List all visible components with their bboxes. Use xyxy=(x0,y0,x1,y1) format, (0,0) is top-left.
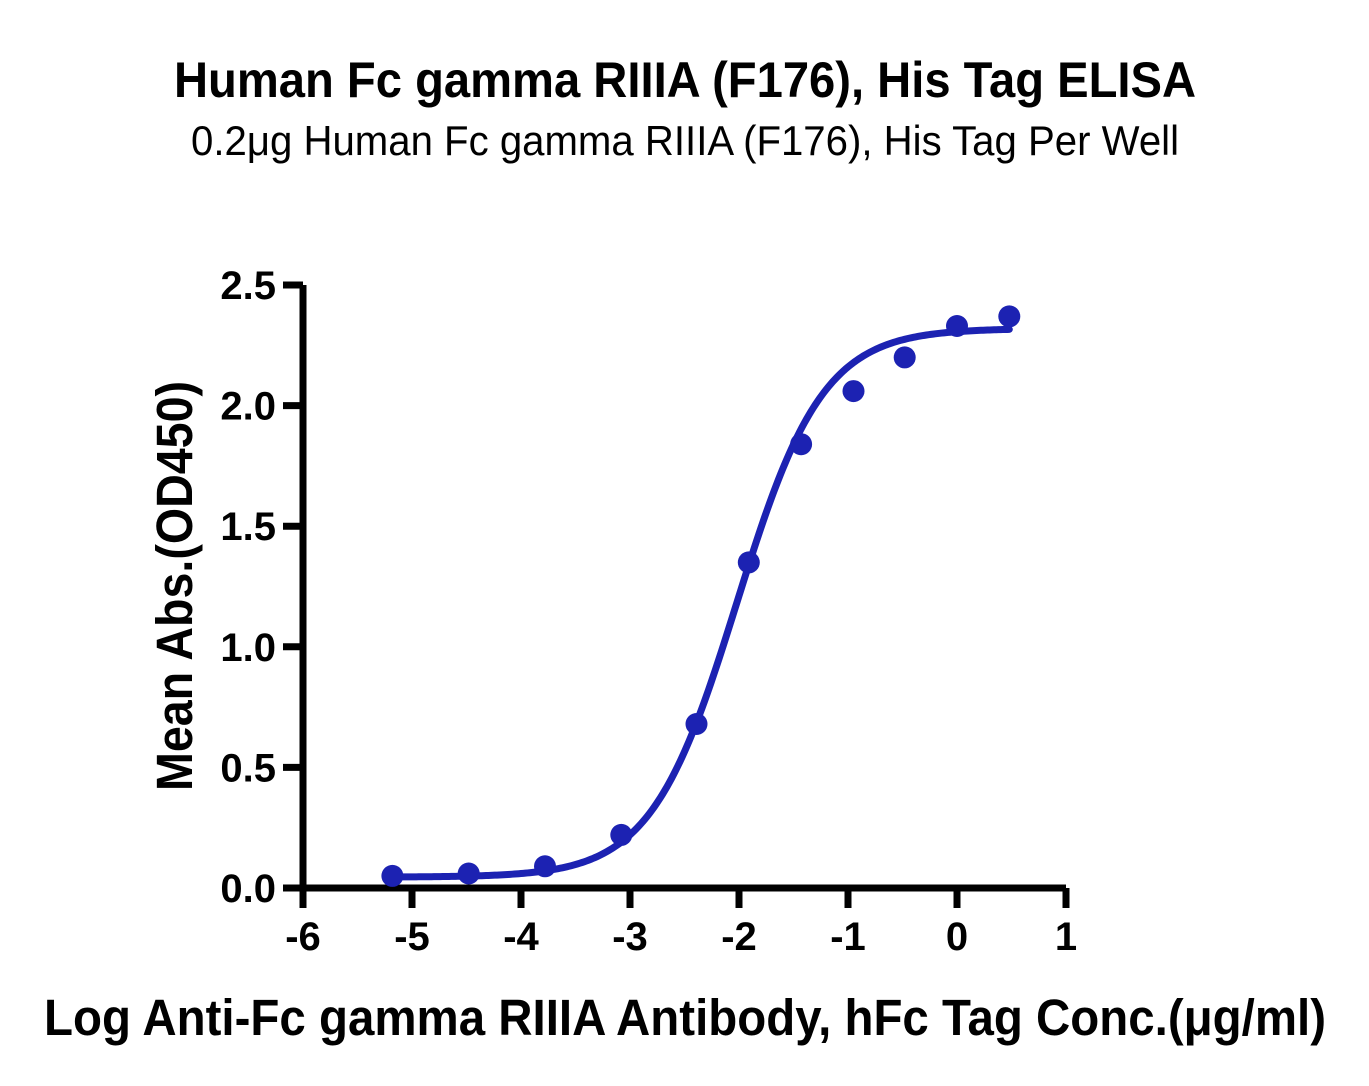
data-point xyxy=(534,855,556,878)
x-axis-tick-label: -5 xyxy=(394,915,430,959)
chart-title: Human Fc gamma RIIIA (F176), His Tag ELI… xyxy=(174,52,1196,108)
data-point xyxy=(457,862,480,885)
x-axis-tick-label: 1 xyxy=(1055,915,1077,959)
axes: 0.0 0.5 1.0 1.5 2.0 2.5 -6 -5 -4 -3 -2 -1 0 1 xyxy=(220,264,1077,959)
data-point xyxy=(685,713,708,735)
data-point xyxy=(381,864,404,887)
y-axis-tick-label: 2.0 xyxy=(220,385,276,429)
axis-spine xyxy=(299,285,1066,892)
x-axis-tick-label: -6 xyxy=(285,915,321,959)
x-axis-label: Log Anti-Fc gamma RIIIA Antibody, hFc Ta… xyxy=(44,989,1326,1046)
y-axis-tick-label: 1.0 xyxy=(220,626,276,670)
y-axis-tick-label: 1.5 xyxy=(220,505,276,549)
data-point xyxy=(790,433,813,456)
y-axis-label: Mean Abs.(OD450) xyxy=(146,381,203,791)
data-point xyxy=(737,551,760,574)
x-axis-tick-label: 0 xyxy=(946,915,968,959)
data-point xyxy=(998,305,1021,328)
data-point xyxy=(842,380,865,403)
plot-area xyxy=(381,305,1021,887)
y-axis-tick-label: 0.5 xyxy=(220,746,276,790)
data-point xyxy=(610,823,633,846)
fit-curve xyxy=(388,325,1013,881)
data-point xyxy=(946,315,968,337)
x-axis-tick-label: -3 xyxy=(612,915,648,959)
y-axis-tick-label: 2.5 xyxy=(220,264,276,308)
data-point xyxy=(893,346,916,369)
x-axis-tick-label: -2 xyxy=(721,915,757,959)
x-axis-tick-label: -1 xyxy=(830,915,866,959)
chart-subtitle: 0.2μg Human Fc gamma RIIIA (F176), His T… xyxy=(191,117,1179,164)
x-axis-tick-label: -4 xyxy=(503,915,539,959)
y-axis-tick-label: 0.0 xyxy=(220,867,276,911)
